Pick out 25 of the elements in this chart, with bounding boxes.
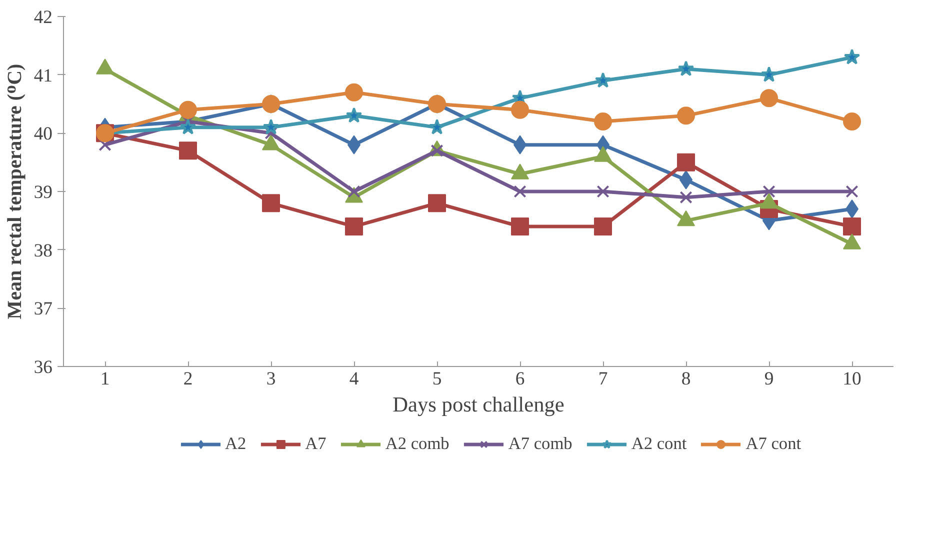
x-tick-label: 8 — [681, 368, 691, 390]
x-tick-label: 2 — [183, 368, 193, 390]
legend-label: A7 comb — [508, 434, 572, 454]
x-tick-label: 3 — [266, 368, 276, 390]
y-tick-label: 37 — [34, 298, 52, 320]
y-tick-label: 39 — [34, 182, 52, 203]
x-tick-label: 1 — [100, 368, 110, 390]
x-tick-label: 5 — [432, 368, 442, 390]
y-axis-title: Mean rectal temperature (ᴼC) — [4, 64, 26, 320]
y-tick-label: 42 — [34, 7, 52, 28]
x-tick-label: 6 — [515, 368, 525, 390]
y-tick-label: 40 — [34, 124, 52, 145]
x-tick-label: 9 — [764, 368, 774, 390]
x-tick-label: 4 — [349, 368, 360, 390]
legend-label: A7 cont — [746, 434, 802, 454]
legend-label: A2 — [224, 434, 246, 454]
y-tick-label: 38 — [34, 240, 52, 262]
y-tick-label: 41 — [34, 65, 52, 86]
y-tick-label: 36 — [34, 357, 52, 378]
legend-label: A2 cont — [631, 434, 687, 454]
x-tick-label: 10 — [842, 368, 862, 390]
legend-label: A2 comb — [385, 434, 450, 454]
x-axis-title: Days post challenge — [392, 392, 564, 416]
x-tick-label: 7 — [598, 368, 608, 390]
legend-label: A7 — [305, 434, 326, 454]
